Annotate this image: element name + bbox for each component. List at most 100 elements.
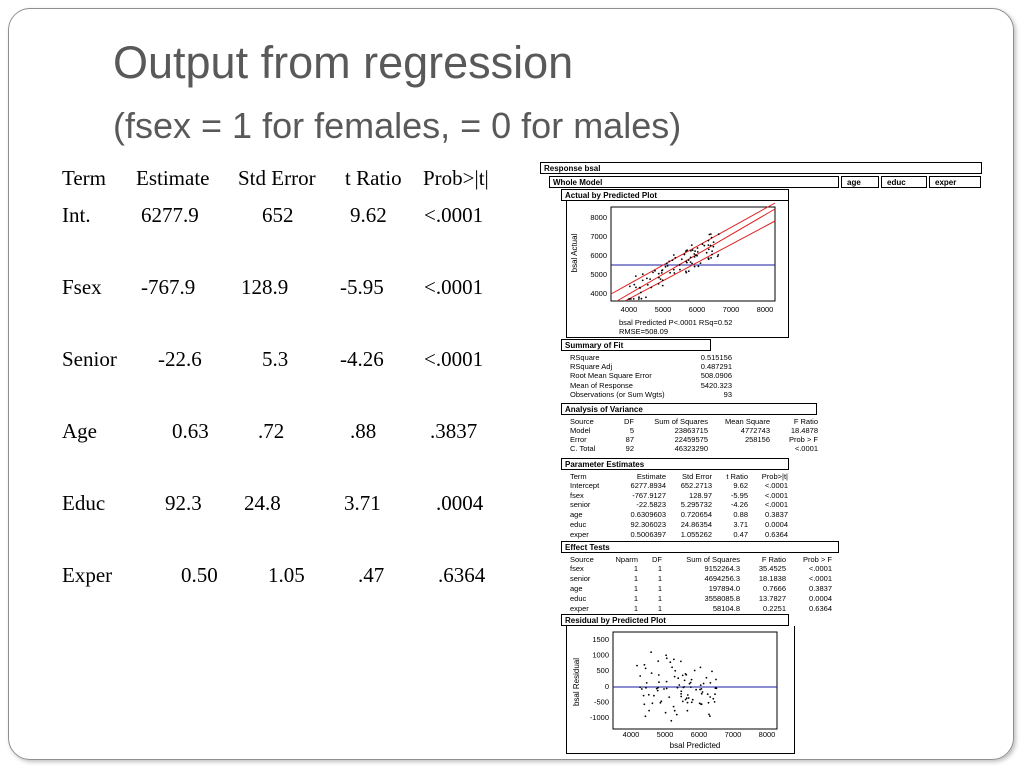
effect-cell: 18.1838 [758, 574, 786, 583]
actual-plot-header[interactable]: Actual by Predicted Plot [561, 189, 789, 201]
residual-point [650, 672, 653, 674]
param-cell: 0.88 [733, 510, 748, 520]
fit-stat-label: RSquare [570, 353, 600, 362]
scatter-point [654, 269, 656, 272]
scatter-point [641, 273, 644, 276]
residual-x-tick: 6000 [691, 730, 708, 739]
residual-point [639, 686, 641, 689]
residual-point [709, 696, 712, 698]
row-estimate: 0.63 [172, 419, 209, 443]
param-estimates-header[interactable]: Parameter Estimates [561, 458, 789, 470]
scatter-point [693, 253, 696, 255]
actual-y-tick: 5000 [590, 270, 607, 279]
residual-point [653, 694, 655, 697]
residual-point [699, 688, 701, 691]
row-t: 3.71 [344, 491, 381, 515]
scatter-point [691, 249, 694, 251]
scatter-point [641, 279, 644, 282]
residual-point [680, 695, 683, 698]
row-estimate: 0.50 [181, 563, 218, 587]
residual-point [687, 697, 690, 699]
scatter-point [652, 271, 654, 274]
fit-stat-label: RSquare Adj [570, 362, 613, 372]
scatter-point [707, 257, 710, 259]
residual-point [665, 657, 668, 660]
effect-cell: senior [570, 574, 591, 583]
actual-y-tick: 7000 [590, 232, 607, 241]
effect-tests-header[interactable]: Effect Tests [561, 541, 839, 553]
scatter-point [685, 260, 687, 263]
whole-model-bar[interactable]: Whole Model [549, 176, 839, 188]
effect-col-header: DF [652, 555, 662, 564]
scatter-point [697, 265, 700, 268]
residual-point [685, 697, 688, 700]
residual-plot-header[interactable]: Residual by Predicted Plot [561, 614, 789, 626]
scatter-point [690, 244, 693, 246]
effect-cell: 0.2251 [763, 604, 786, 613]
residual-point [657, 674, 660, 676]
param-cell: <.0001 [764, 481, 788, 490]
residual-point [690, 678, 693, 681]
param-cell: 0.6309603 [630, 510, 666, 520]
residual-point [670, 719, 673, 722]
scatter-point [712, 245, 715, 248]
response-header-bar[interactable]: Response bsal [540, 162, 982, 174]
summary-of-fit-header[interactable]: Summary of Fit [561, 339, 711, 351]
anova-header[interactable]: Analysis of Variance [561, 403, 817, 415]
effect-cell: 1 [657, 584, 662, 593]
row-t: .47 [358, 563, 385, 587]
scatter-point [717, 233, 720, 236]
scatter-point [708, 233, 711, 236]
param-cell: 24.86354 [680, 519, 712, 529]
scatter-point [635, 286, 637, 289]
actual-caption-2: RMSE=508.09 [619, 327, 668, 336]
col-header-estimate: Estimate [136, 166, 210, 190]
effect-cell: 1 [633, 594, 638, 603]
param-col-header: Term [570, 472, 587, 481]
param-col-header: Prob>|t| [761, 472, 788, 481]
residual-point [700, 703, 702, 705]
scatter-point [671, 259, 674, 261]
param-cell: 652.2713 [680, 481, 712, 490]
scatter-point [678, 264, 681, 266]
fit-stat-value: 0.515156 [700, 353, 732, 362]
residual-point [680, 690, 683, 693]
scatter-point [672, 268, 675, 271]
param-cell: 6277.8934 [630, 481, 666, 490]
residual-point [640, 688, 643, 690]
residual-y-tick: -1000 [590, 713, 609, 722]
tab-educ[interactable]: educ [881, 176, 927, 188]
tab-exper[interactable]: exper [929, 176, 981, 188]
param-cell: -5.95 [730, 490, 748, 500]
conf-lower-line [610, 202, 776, 295]
effect-cell: <.0001 [808, 564, 832, 573]
residual-plot-title: Residual by Predicted Plot [565, 616, 666, 625]
scatter-point [639, 291, 642, 294]
scatter-point [674, 256, 677, 259]
residual-point [676, 686, 679, 689]
scatter-point [689, 261, 692, 263]
actual-plot-frame [610, 206, 776, 302]
actual-y-tick: 8000 [590, 213, 607, 222]
col-header-t-ratio: t Ratio [345, 166, 402, 190]
anova-title: Analysis of Variance [565, 405, 643, 414]
row-estimate: 92.3 [165, 491, 202, 515]
param-cell: exper [570, 529, 589, 539]
residual-x-tick: 8000 [759, 730, 776, 739]
fit-stat-value: 93 [723, 389, 732, 399]
fit-stat-label: Observations (or Sum Wgts) [570, 389, 665, 399]
param-cell: <.0001 [764, 500, 788, 510]
fit-stat-value: 0.487291 [700, 362, 732, 372]
residual-point [659, 701, 662, 704]
residual-point [680, 693, 682, 695]
residual-point [672, 705, 675, 708]
tab-age[interactable]: age [841, 176, 879, 188]
summary-of-fit-title: Summary of Fit [565, 341, 624, 350]
scatter-point [632, 298, 635, 300]
anova-cell: 23863715 [674, 426, 708, 435]
param-estimates-title: Parameter Estimates [565, 460, 645, 469]
residual-x-tick: 5000 [657, 730, 674, 739]
scatter-point [712, 241, 715, 243]
residual-point [657, 686, 659, 689]
slide-title: Output from regression [113, 37, 574, 88]
